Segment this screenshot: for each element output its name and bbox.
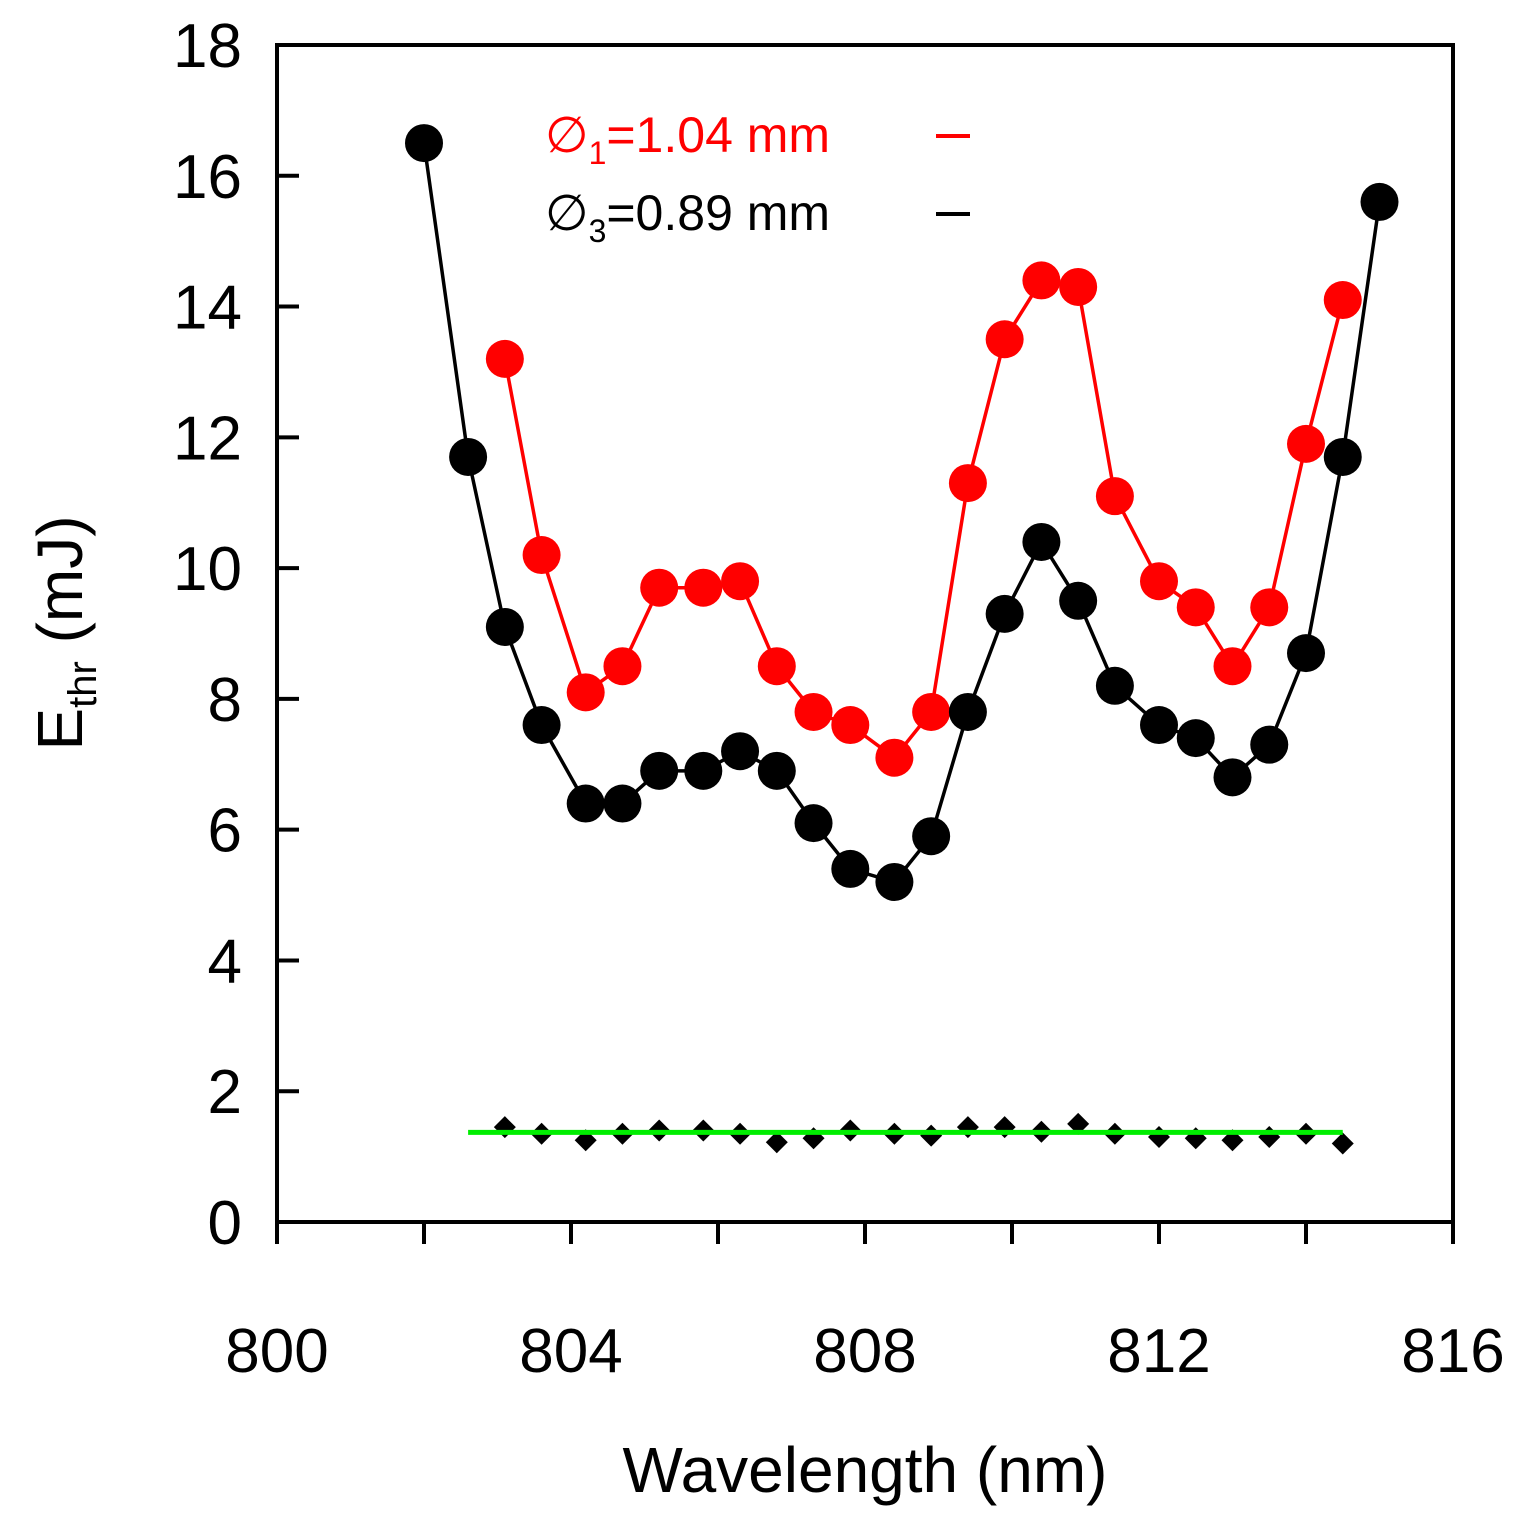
series-1-point — [1140, 562, 1178, 601]
series-3-point — [920, 1124, 943, 1147]
series-3-point — [765, 1131, 788, 1154]
y-tick-label: 16 — [173, 143, 242, 212]
series-2-point — [405, 124, 443, 163]
series-2-point — [948, 692, 987, 731]
y-axis-title-main: E — [24, 708, 96, 751]
x-axis-title: Wavelength (nm) — [623, 1434, 1108, 1506]
series-2-point — [684, 751, 723, 790]
legend-2-value: =0.89 mm — [606, 185, 830, 241]
svg-text:∅3=0.89 mm: ∅3=0.89 mm — [545, 185, 830, 249]
x-tick-label: 816 — [1401, 1317, 1504, 1386]
legend-1-subscript: 1 — [589, 135, 607, 171]
x-tick-label: 812 — [1107, 1317, 1210, 1386]
series-1-point — [948, 464, 987, 503]
series-2-point — [1095, 666, 1134, 705]
y-tick-label: 8 — [208, 666, 242, 735]
series-2-point — [985, 594, 1024, 633]
series-2-point — [1323, 437, 1362, 476]
series-2-point — [794, 804, 833, 843]
series-3-point — [1148, 1125, 1170, 1148]
series-2-point — [1059, 581, 1098, 620]
series-1-point — [1287, 424, 1325, 463]
series-1-point — [875, 738, 914, 777]
legend-2-subscript: 3 — [589, 213, 607, 249]
series-2-point — [1213, 758, 1252, 797]
series-1-point — [640, 568, 679, 607]
y-tick-label: 0 — [208, 1189, 242, 1258]
svg-text:∅1=1.04 mm: ∅1=1.04 mm — [545, 107, 830, 171]
series-2-point — [485, 607, 524, 646]
series-1-point — [485, 339, 524, 378]
y-tick-label: 10 — [173, 535, 242, 604]
series-3-point — [1258, 1125, 1281, 1148]
series-1-point — [566, 673, 605, 712]
y-axis-title-subscript: thr — [61, 661, 105, 708]
series-1-point — [912, 692, 951, 731]
legend-entry-2: ∅3=0.89 mm — [545, 185, 970, 249]
x-tick-label: 800 — [225, 1317, 328, 1386]
x-tick-label: 804 — [519, 1317, 622, 1386]
series-1-point — [522, 536, 561, 575]
legend-entry-1: ∅1=1.04 mm — [545, 107, 970, 171]
legend-1-value: =1.04 mm — [606, 107, 830, 163]
series-1-point — [757, 647, 796, 686]
series-2-point — [831, 849, 870, 888]
y-axis: 0 2 4 6 8 10 12 14 16 18 — [173, 12, 299, 1258]
y-axis-title-unit: (mJ) — [24, 515, 96, 661]
x-tick-label: 808 — [813, 1317, 916, 1386]
series-1-point — [603, 647, 642, 686]
series-2-point — [1140, 706, 1178, 745]
series-1-point — [1250, 588, 1289, 627]
series-1-point — [985, 320, 1024, 359]
y-tick-label: 18 — [173, 12, 242, 81]
y-tick-label: 2 — [208, 1058, 242, 1127]
y-axis-title: Ethr (mJ) — [24, 515, 105, 750]
legend-1-symbol: ∅ — [545, 107, 589, 163]
x-axis: 800 804 808 812 816 — [225, 1222, 1505, 1386]
series-1-point — [1213, 647, 1252, 686]
y-tick-label: 14 — [173, 274, 242, 343]
series-2-point — [757, 751, 796, 790]
series-2-point — [875, 862, 914, 901]
series-1-point — [1323, 281, 1362, 320]
series-3-point — [1067, 1112, 1090, 1135]
series-1-line — [503, 278, 1345, 761]
legend: ∅1=1.04 mm ∅3=0.89 mm — [545, 107, 970, 249]
legend-2-symbol: ∅ — [545, 185, 589, 241]
series-1-point — [721, 562, 760, 601]
y-tick-label: 6 — [208, 797, 242, 866]
plot-frame — [275, 43, 1455, 1224]
series-1-point — [1022, 261, 1061, 300]
series-2-point — [603, 784, 642, 823]
series-2-point — [1250, 725, 1289, 764]
series-2-point — [1287, 634, 1325, 673]
series-2-point — [721, 732, 760, 771]
series-2-point — [640, 751, 679, 790]
series-1-point — [1176, 588, 1215, 627]
series-1-point — [684, 568, 723, 607]
series-2-point — [1176, 719, 1215, 758]
series-2-point — [1360, 182, 1399, 221]
series-2-point — [449, 437, 488, 476]
plot-content — [405, 124, 1399, 1155]
series-2-point — [912, 817, 951, 856]
series-1-point — [1059, 267, 1098, 306]
series-2-point — [522, 706, 561, 745]
series-1-point — [831, 706, 870, 745]
series-2-point — [1022, 522, 1061, 561]
series-1-point — [1095, 477, 1134, 516]
y-tick-label: 12 — [173, 404, 242, 473]
series-3-point — [1331, 1132, 1354, 1155]
series-2-point — [566, 784, 605, 823]
y-tick-label: 4 — [208, 927, 242, 996]
series-1-point — [794, 692, 833, 731]
